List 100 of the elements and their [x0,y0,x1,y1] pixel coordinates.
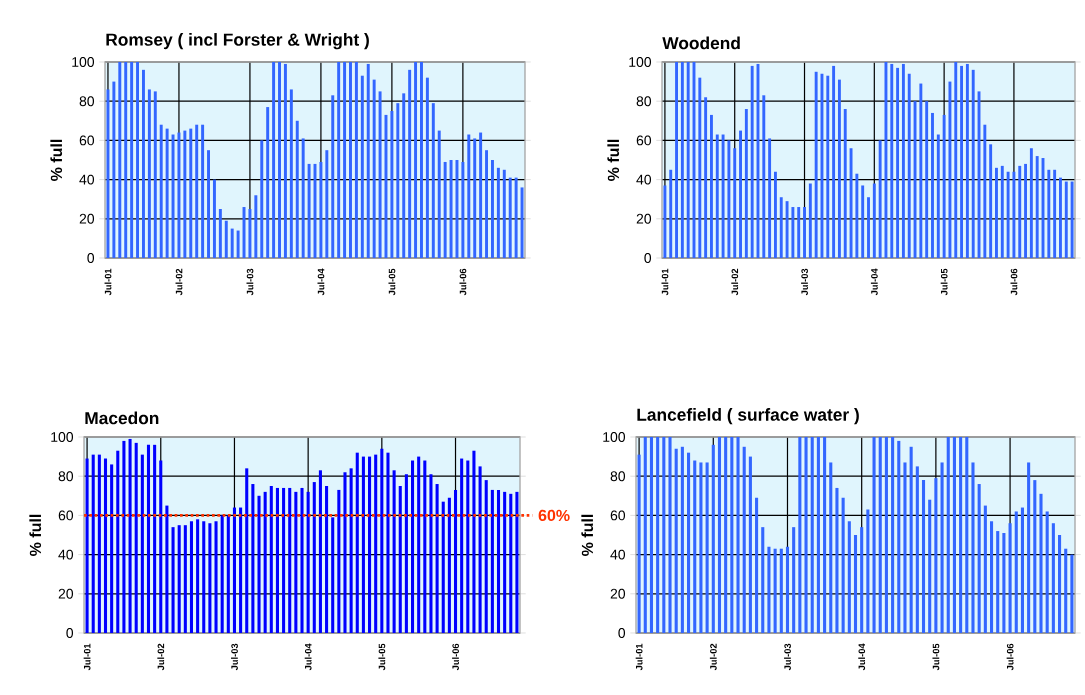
x-tick-label: Jul-01 [661,268,669,296]
bar [496,167,500,258]
bar [260,140,264,258]
y-tick-label: 0 [87,253,95,263]
x-tick-label: Jul-01 [635,643,643,671]
bar [337,489,341,633]
bar [709,114,713,258]
bar [704,97,708,258]
bar [159,124,163,258]
y-tick-label: 20 [58,588,74,599]
bar [762,95,766,258]
bar [810,436,814,633]
bar [983,124,987,258]
bar [509,493,513,633]
x-tick-label: Jul-02 [175,268,183,296]
bar [693,460,697,633]
bar [867,197,870,258]
chart-title: Lancefield ( surface water ) [637,408,859,425]
bar [989,521,994,633]
bar [816,436,820,633]
bar [662,436,666,633]
bar [1064,548,1068,633]
bar [214,521,218,633]
bar [733,148,737,258]
x-tick-label: Jul-05 [388,268,396,296]
x-tick-label: Jul-05 [378,643,386,671]
y-tick-label: 60 [79,135,95,146]
bar [823,436,827,633]
bar [325,150,329,258]
bar [711,444,715,633]
y-tick-label: 40 [58,549,74,560]
bar [643,436,647,633]
bar [201,124,205,258]
bar [841,497,845,633]
bar [455,159,459,258]
bar [826,75,830,258]
bar [668,436,672,633]
bar [686,61,690,258]
bar [97,454,101,633]
bar [443,161,447,258]
bar [989,144,993,258]
bar [502,169,506,258]
chart-title: Macedon [85,411,159,425]
bar [355,452,359,633]
bar [386,452,390,633]
bar [1002,533,1006,633]
bar [808,183,812,258]
bar [307,163,311,258]
x-tick-label: Jul-05 [932,643,940,671]
y-tick-label: 80 [610,471,626,482]
bar [411,460,415,633]
bar [266,107,270,258]
bar [171,527,175,633]
bar [1008,523,1012,633]
bar [503,491,507,633]
bar [649,436,654,633]
bar [128,438,132,633]
bar [779,197,783,258]
bar [220,515,224,633]
y-tick-label: 80 [58,471,74,482]
bar [721,134,725,258]
bar [946,436,950,633]
bar [282,487,286,633]
bar [897,440,901,633]
y-tick-label: 80 [79,96,95,107]
bar [1070,554,1074,633]
bar [515,491,519,633]
bar [847,521,851,633]
bar [1051,523,1055,633]
bar [479,132,483,258]
bar [1020,507,1024,633]
bar [103,458,108,633]
bar [402,93,406,258]
bar [971,462,975,633]
bar [124,61,128,258]
bar [849,148,853,258]
x-tick-label: Jul-04 [317,268,325,296]
bar [514,177,518,258]
y-tick-label: 100 [629,57,652,67]
y-tick-label: 40 [610,549,626,560]
bar [165,505,169,633]
bar [254,195,258,258]
bar [1059,177,1062,258]
bar [744,109,748,258]
bar [928,499,932,633]
bar [907,73,911,258]
bar [490,489,494,633]
bar [878,436,882,633]
bar [727,140,731,258]
bar [861,185,865,258]
bar [466,460,470,633]
bar [195,124,199,258]
bar [130,61,134,258]
bar [360,75,364,258]
bar [91,454,95,633]
bar [785,201,789,258]
x-tick-label: Jul-06 [1010,268,1018,296]
bar [804,436,808,633]
bar [429,474,433,633]
bar [931,112,934,258]
